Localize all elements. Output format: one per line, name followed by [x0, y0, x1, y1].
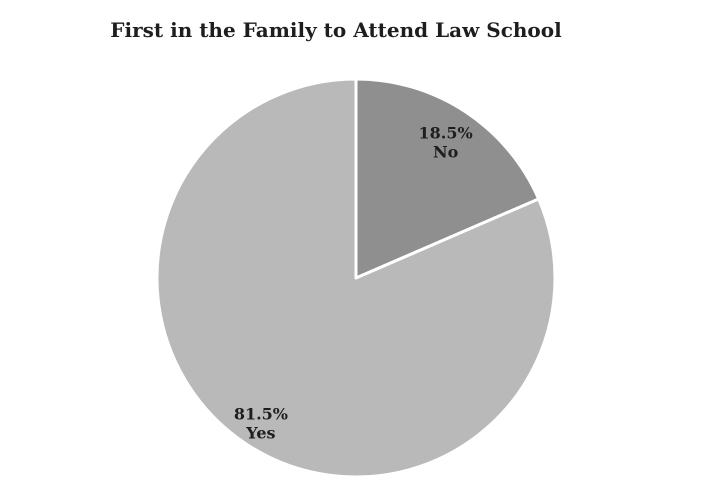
- pie-slice-label-no: 18.5% No: [419, 124, 473, 162]
- pie-slice-yes: [155, 77, 557, 479]
- pie-slice-label-yes: 81.5% Yes: [234, 405, 288, 443]
- chart-title: First in the Family to Attend Law School: [110, 18, 562, 42]
- pie-slice-no: [354, 77, 541, 280]
